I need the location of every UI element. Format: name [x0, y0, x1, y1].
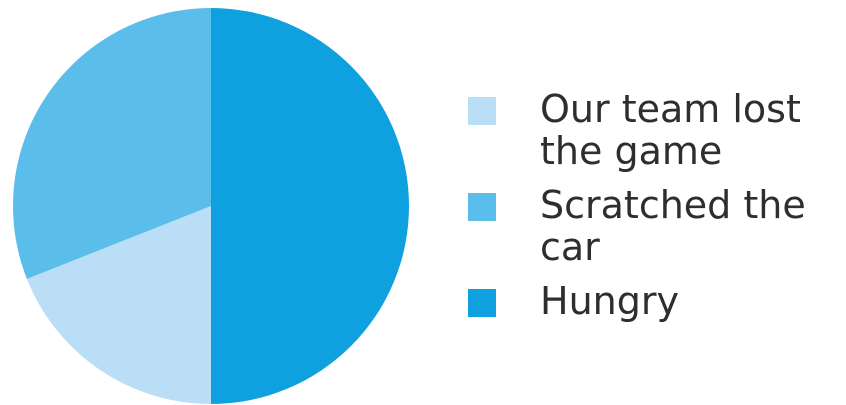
pie-plot-area — [12, 8, 409, 404]
legend-item-our-team-lost: Our team lost the game — [468, 88, 846, 172]
legend-label-hungry: Hungry — [540, 279, 679, 323]
legend-label-scratched-car: Scratched the car — [540, 183, 806, 269]
legend-item-scratched-car: Scratched the car — [468, 184, 846, 268]
legend-item-hungry: Hungry — [468, 280, 846, 322]
legend-swatch-hungry — [468, 289, 496, 317]
pie-slice-our-team-lost — [26, 206, 212, 404]
legend-swatch-our-team-lost — [468, 97, 496, 125]
legend-label-our-team-lost: Our team lost the game — [540, 87, 801, 173]
legend-swatch-scratched-car — [468, 193, 496, 221]
pie-slice-hungry — [211, 8, 409, 404]
pie-slice-scratched-car — [12, 8, 211, 279]
chart-legend: Our team lost the game Scratched the car… — [468, 88, 846, 334]
